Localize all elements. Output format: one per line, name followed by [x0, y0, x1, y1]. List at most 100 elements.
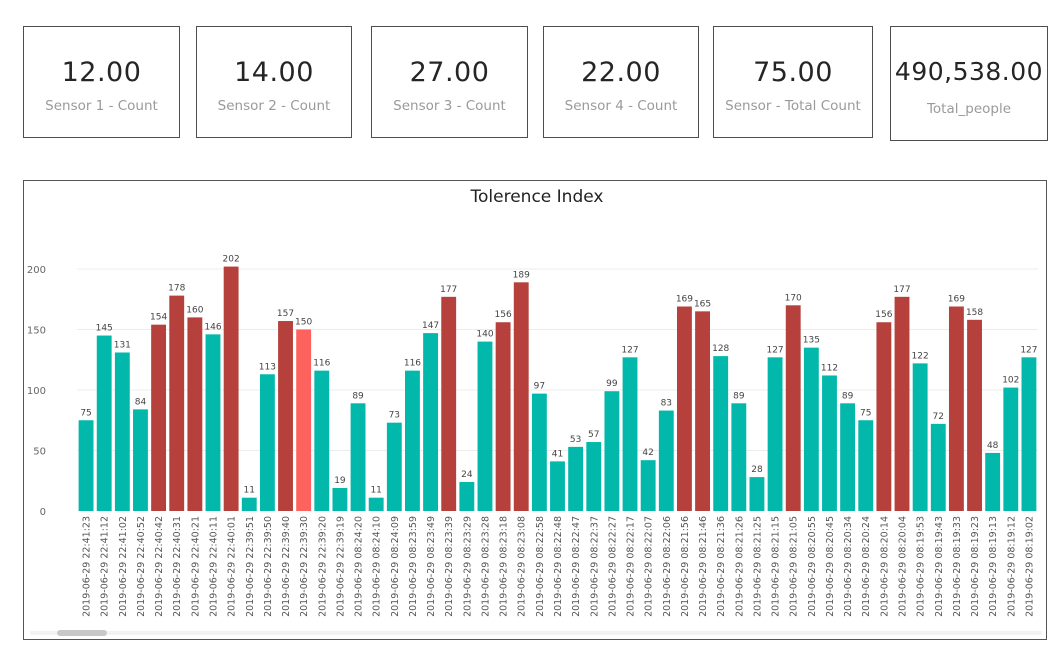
bar[interactable]	[930, 423, 946, 511]
bar[interactable]	[604, 391, 620, 511]
card-value: 27.00	[409, 57, 490, 88]
x-tick-label: 2019-06-29 08:19:23	[970, 516, 981, 617]
x-tick-label: 2019-06-29 22:39:30	[299, 516, 310, 617]
bar[interactable]	[767, 357, 783, 511]
data-label: 177	[440, 285, 457, 295]
data-label: 24	[461, 470, 473, 480]
data-label: 122	[912, 351, 929, 361]
bar[interactable]	[749, 477, 765, 511]
data-label: 73	[389, 411, 400, 421]
bar[interactable]	[405, 370, 420, 511]
bar[interactable]	[459, 481, 475, 511]
x-tick-label: 2019-06-29 08:23:28	[480, 516, 491, 617]
x-tick-label: 2019-06-29 22:41:02	[118, 516, 129, 617]
bar[interactable]	[133, 409, 148, 511]
bar[interactable]	[822, 375, 837, 511]
y-tick-label: 150	[27, 326, 46, 337]
tolerance-index-chart[interactable]: Tolerence Index 0 50 100 150 200 75 145 131 84 1…	[23, 180, 1047, 640]
bar[interactable]	[948, 306, 964, 511]
bar[interactable]	[568, 446, 584, 511]
data-label: 102	[1002, 376, 1019, 386]
data-label: 89	[842, 391, 854, 401]
x-tick-label: 2019-06-29 08:21:56	[680, 516, 691, 617]
bar[interactable]	[785, 305, 801, 511]
bar[interactable]	[803, 347, 819, 511]
bar[interactable]	[1003, 387, 1019, 511]
bar[interactable]	[695, 311, 710, 511]
bar[interactable]	[676, 306, 692, 511]
bar[interactable]	[640, 460, 656, 511]
x-tick-label: 2019-06-29 08:19:02	[1024, 516, 1035, 617]
data-label: 53	[570, 435, 581, 445]
data-label: 99	[606, 379, 618, 389]
bar[interactable]	[531, 393, 547, 511]
bar[interactable]	[114, 352, 130, 511]
bar[interactable]	[386, 422, 402, 511]
bar[interactable]	[350, 403, 366, 511]
bar[interactable]	[586, 442, 602, 511]
bar[interactable]	[187, 317, 203, 511]
bar[interactable]	[78, 420, 94, 511]
bar[interactable]	[441, 296, 457, 511]
x-tick-label: 2019-06-29 22:40:42	[154, 516, 165, 617]
data-label: 42	[642, 448, 653, 458]
bar[interactable]	[550, 461, 565, 511]
bar[interactable]	[241, 497, 257, 511]
data-label: 154	[150, 313, 167, 323]
x-tick-label: 2019-06-29 22:41:12	[100, 516, 111, 617]
bar[interactable]	[259, 374, 275, 511]
sensor-1-card[interactable]: 12.00 Sensor 1 - Count	[23, 26, 180, 138]
data-label: 11	[370, 486, 381, 496]
data-label: 156	[495, 310, 512, 320]
bar[interactable]	[495, 322, 511, 511]
bar[interactable]	[658, 410, 674, 511]
bar[interactable]	[985, 452, 1001, 511]
sensor-4-card[interactable]: 22.00 Sensor 4 - Count	[543, 26, 699, 138]
bar[interactable]	[223, 266, 239, 511]
sensor-2-card[interactable]: 14.00 Sensor 2 - Count	[196, 26, 352, 138]
bar[interactable]	[423, 333, 439, 511]
x-tick-label: 2019-06-29 22:39:40	[281, 516, 292, 617]
sensor-3-card[interactable]: 27.00 Sensor 3 - Count	[371, 26, 528, 138]
bar[interactable]	[513, 282, 529, 511]
bar[interactable]	[967, 319, 982, 511]
data-label: 131	[114, 340, 131, 350]
sensor-total-card[interactable]: 75.00 Sensor - Total Count	[713, 26, 873, 138]
bar[interactable]	[205, 334, 221, 511]
x-tick-label: 2019-06-29 08:23:29	[462, 516, 473, 617]
y-tick-label: 50	[33, 447, 46, 458]
x-tick-label: 2019-06-29 08:23:49	[426, 516, 437, 617]
bar[interactable]	[622, 357, 638, 511]
bar[interactable]	[876, 322, 892, 511]
x-tick-label: 2019-06-29 08:23:39	[444, 516, 455, 617]
horizontal-scrollbar-track[interactable]	[30, 631, 1042, 635]
data-label: 145	[96, 324, 113, 334]
bar[interactable]	[1021, 357, 1037, 511]
data-label: 116	[313, 359, 330, 369]
bar[interactable]	[278, 321, 293, 511]
bar[interactable]	[840, 403, 856, 511]
bar[interactable]	[713, 356, 729, 511]
data-label: 146	[204, 322, 221, 332]
y-tick-label: 0	[40, 507, 46, 518]
bar[interactable]	[731, 403, 747, 511]
bar[interactable]	[332, 488, 348, 511]
x-tick-label: 2019-06-29 08:21:25	[752, 516, 763, 617]
bar[interactable]	[368, 497, 384, 511]
bar[interactable]	[894, 296, 910, 511]
bar[interactable]	[314, 370, 330, 511]
bar[interactable]	[96, 335, 112, 511]
total-people-card[interactable]: 490,538.00 Total_people	[890, 26, 1048, 141]
bar[interactable]	[858, 420, 874, 511]
bar[interactable]	[169, 295, 185, 511]
bar[interactable]	[296, 329, 312, 512]
bar[interactable]	[477, 341, 493, 511]
horizontal-scrollbar-thumb[interactable]	[57, 630, 107, 636]
bar[interactable]	[912, 363, 928, 511]
x-tick-label: 2019-06-29 22:39:50	[263, 516, 274, 617]
x-tick-label: 2019-06-29 08:23:18	[499, 516, 510, 617]
bar[interactable]	[151, 324, 167, 511]
data-label: 127	[766, 345, 783, 355]
card-value: 14.00	[234, 57, 314, 88]
x-tick-label: 2019-06-29 08:22:58	[535, 516, 546, 617]
